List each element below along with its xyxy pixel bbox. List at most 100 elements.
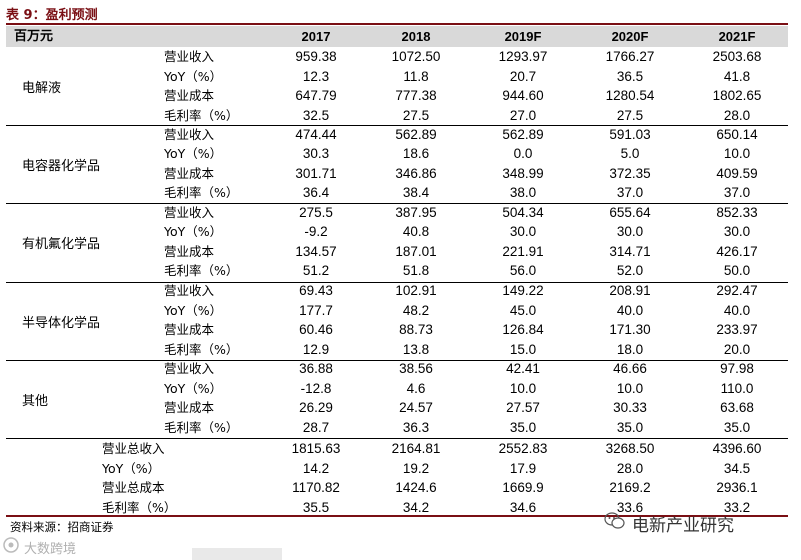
metric-label: 营业成本 (164, 243, 215, 259)
value-cell: 3268.50 (605, 441, 655, 456)
segment-group: 半导体化学品 营业收入 69.43 102.91 149.22 208.91 292.47 Y… (6, 281, 788, 360)
value-cell: 2936.1 (716, 480, 758, 495)
value-cell: -12.8 (300, 380, 332, 396)
wechat-icon (604, 511, 626, 536)
value-cell: 19.2 (402, 460, 430, 476)
value-cell: 149.22 (502, 283, 544, 299)
metric-label: 毛利率（%） (164, 107, 239, 123)
value-cell: 777.38 (395, 88, 437, 103)
watermark-right: 电新产业研究 (604, 511, 734, 536)
value-cell: 1669.9 (502, 480, 544, 495)
metric-label: YoY（%） (164, 380, 223, 396)
metric-label: 营业收入 (164, 361, 215, 377)
table-row: 毛利率（%） 12.9 13.8 15.0 18.0 20.0 (6, 340, 788, 360)
value-cell: 346.86 (395, 165, 437, 181)
value-cell: 28.0 (723, 107, 751, 123)
value-cell: 221.91 (502, 243, 544, 259)
value-cell: 655.64 (609, 204, 651, 220)
value-cell: 50.0 (723, 263, 751, 279)
value-cell: 30.0 (509, 224, 537, 240)
value-cell: 12.9 (302, 341, 330, 357)
value-cell: 650.14 (716, 126, 758, 142)
value-cell: 20.7 (509, 68, 537, 84)
value-cell: 28.0 (616, 460, 644, 476)
metric-label: 营业总收入 (102, 441, 165, 456)
segment-name: 有机氟化学品 (22, 237, 101, 253)
value-cell: 187.01 (395, 243, 437, 259)
value-cell: 10.0 (509, 380, 537, 396)
value-cell: 46.66 (613, 361, 647, 377)
value-cell: 2169.2 (609, 480, 651, 495)
segment-group: 其他 营业收入 36.88 38.56 42.41 46.66 97.98 YoY（%） -12… (6, 359, 788, 438)
table-row: YoY（%） 12.3 11.8 20.7 36.5 41.8 (6, 67, 788, 87)
value-cell: 1170.82 (292, 480, 340, 495)
table-row: 营业收入 69.43 102.91 149.22 208.91 292.47 (6, 281, 788, 301)
top-rule (6, 23, 788, 25)
table-row: YoY（%） -12.8 4.6 10.0 10.0 110.0 (6, 379, 788, 399)
table-row: 营业收入 474.44 562.89 562.89 591.03 650.14 (6, 125, 788, 145)
cropped-footer-fragment (192, 548, 282, 560)
value-cell: 60.46 (299, 322, 333, 338)
table-row: YoY（%） 30.3 18.6 0.0 5.0 10.0 (6, 144, 788, 164)
metric-label: 营业收入 (164, 283, 215, 299)
value-cell: 26.29 (299, 400, 333, 416)
value-cell: 10.0 (723, 146, 751, 162)
metric-label: 毛利率（%） (164, 419, 239, 435)
value-cell: 1072.50 (391, 49, 441, 64)
value-cell: 36.88 (299, 361, 333, 377)
value-cell: 102.91 (395, 283, 437, 299)
segment-rows: 电解液 营业收入 959.38 1072.50 1293.97 1766.27 2503.6… (6, 47, 788, 438)
metric-label: YoY（%） (164, 302, 223, 318)
table-row: YoY（%） 14.2 19.2 17.9 28.0 34.5 (6, 459, 788, 479)
value-cell: 38.56 (399, 361, 433, 377)
value-cell: 10.0 (616, 380, 644, 396)
value-cell: 52.0 (616, 263, 644, 279)
segment-name: 电容器化学品 (22, 159, 101, 175)
value-cell: 40.0 (723, 302, 751, 318)
metric-label: 营业总成本 (102, 480, 165, 495)
value-cell: 1766.27 (605, 49, 655, 64)
metric-label: 营业成本 (164, 165, 215, 181)
value-cell: 36.5 (616, 68, 644, 84)
table-row: 营业成本 134.57 187.01 221.91 314.71 426.17 (6, 242, 788, 262)
value-cell: 2552.83 (498, 441, 548, 456)
value-cell: 30.33 (613, 400, 647, 416)
metric-label: YoY（%） (102, 460, 161, 476)
watermark-right-text: 电新产业研究 (632, 516, 734, 536)
value-cell: 63.68 (720, 400, 754, 416)
value-cell: 35.0 (616, 419, 644, 435)
value-cell: 18.6 (402, 146, 430, 162)
value-cell: 28.7 (302, 419, 330, 435)
value-cell: 275.5 (299, 204, 333, 220)
metric-label: 营业成本 (164, 322, 215, 338)
value-cell: 18.0 (616, 341, 644, 357)
value-cell: 27.5 (616, 107, 644, 123)
table-row: 毛利率（%） 36.4 38.4 38.0 37.0 37.0 (6, 183, 788, 203)
metric-label: YoY（%） (164, 224, 223, 240)
value-cell: 2503.68 (712, 49, 762, 64)
value-cell: 35.0 (723, 419, 751, 435)
value-cell: 1802.65 (712, 88, 762, 103)
metric-label: 毛利率（%） (164, 185, 239, 201)
table-row: 营业总成本 1170.82 1424.6 1669.9 2169.2 2936.1 (6, 478, 788, 498)
segment-group: 电容器化学品 营业收入 474.44 562.89 562.89 591.03 650.14… (6, 125, 788, 203)
table-row: 毛利率（%） 32.5 27.5 27.0 27.5 28.0 (6, 106, 788, 126)
value-cell: 1424.6 (395, 480, 437, 495)
value-cell: -9.2 (304, 224, 328, 240)
value-cell: 11.8 (403, 68, 429, 84)
segment-group: 电解液 营业收入 959.38 1072.50 1293.97 1766.27 2503.6… (6, 47, 788, 125)
year-header: 2019F (504, 29, 542, 44)
table-row: 营业成本 647.79 777.38 944.60 1280.54 1802.65 (6, 86, 788, 106)
value-cell: 40.0 (616, 302, 644, 318)
value-cell: 5.0 (620, 146, 640, 162)
value-cell: 40.8 (402, 224, 430, 240)
value-cell: 32.5 (302, 107, 330, 123)
value-cell: 474.44 (295, 126, 337, 142)
value-cell: 426.17 (716, 243, 758, 259)
value-cell: 110.0 (720, 380, 754, 396)
table-row: 毛利率（%） 35.5 34.2 34.6 33.6 33.2 (6, 498, 788, 518)
table-row: 营业成本 60.46 88.73 126.84 171.30 233.97 (6, 320, 788, 340)
value-cell: 35.5 (302, 499, 330, 515)
table-row: 营业成本 26.29 24.57 27.57 30.33 63.68 (6, 398, 788, 418)
value-cell: 35.0 (509, 419, 537, 435)
